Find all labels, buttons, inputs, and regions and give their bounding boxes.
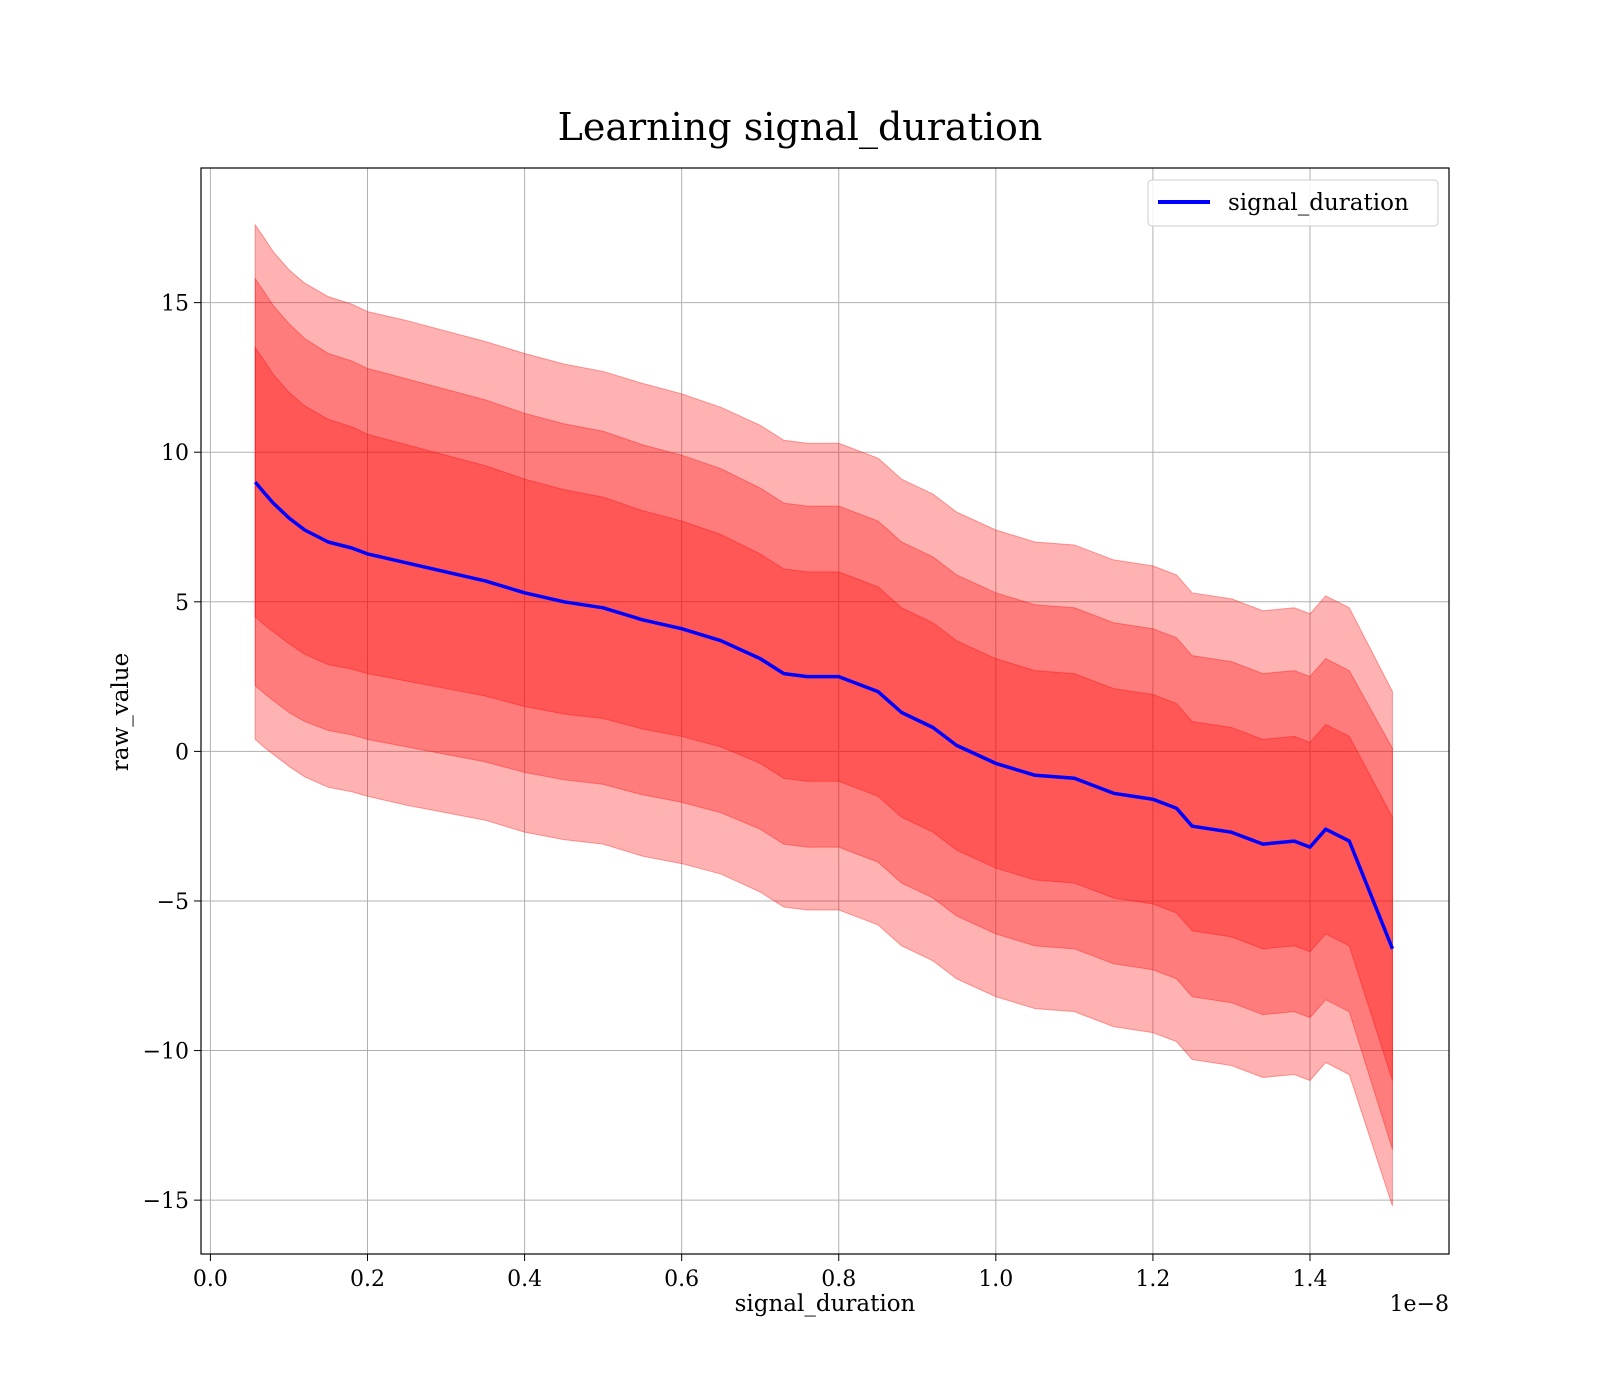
y-tick-label-4: −5 bbox=[157, 890, 189, 915]
legend: signal_duration bbox=[1147, 179, 1439, 227]
confidence-band-1 bbox=[254, 277, 1393, 1150]
confidence-band-2 bbox=[254, 223, 1393, 1207]
y-axis-ticks: 15 10 5 0 −5 −10 −15 bbox=[143, 292, 201, 1214]
x-tick-label-7: 1.4 bbox=[1292, 1267, 1327, 1292]
x-tick-label-4: 0.8 bbox=[821, 1267, 856, 1292]
x-axis-ticks: 0.0 0.2 0.4 0.6 0.8 1.0 1.2 1.4 bbox=[193, 1254, 1327, 1292]
plot-area-frame bbox=[200, 167, 1450, 1255]
y-tick-label-6: −15 bbox=[143, 1189, 189, 1214]
series-lines bbox=[253, 480, 1395, 950]
x-tick-label-1: 0.2 bbox=[350, 1267, 385, 1292]
x-tick-label-6: 1.2 bbox=[1135, 1267, 1170, 1292]
y-tick-label-1: 10 bbox=[161, 441, 189, 466]
y-grid bbox=[201, 302, 1449, 1201]
confidence-band-0 bbox=[254, 345, 1393, 1081]
x-tick-label-2: 0.4 bbox=[507, 1267, 542, 1292]
legend-label: signal_duration bbox=[1228, 190, 1409, 216]
x-axis-offset-label: 1e−8 bbox=[1390, 1292, 1449, 1317]
y-tick-label-2: 5 bbox=[175, 591, 189, 616]
y-tick-label-0: 15 bbox=[161, 292, 189, 317]
y-tick-label-5: −10 bbox=[143, 1040, 189, 1065]
x-tick-label-5: 1.0 bbox=[978, 1267, 1013, 1292]
x-grid bbox=[209, 168, 1311, 1254]
x-tick-label-3: 0.6 bbox=[664, 1267, 699, 1292]
y-tick-label-3: 0 bbox=[175, 740, 189, 765]
confidence-bands bbox=[254, 223, 1393, 1207]
legend-box bbox=[1147, 179, 1439, 227]
y-axis-label: raw_value bbox=[108, 653, 134, 771]
chart-title: Learning signal_duration bbox=[558, 105, 1043, 150]
series-line-signal-duration bbox=[253, 480, 1395, 950]
x-axis-label: signal_duration bbox=[735, 1291, 916, 1317]
x-tick-label-0: 0.0 bbox=[193, 1267, 228, 1292]
